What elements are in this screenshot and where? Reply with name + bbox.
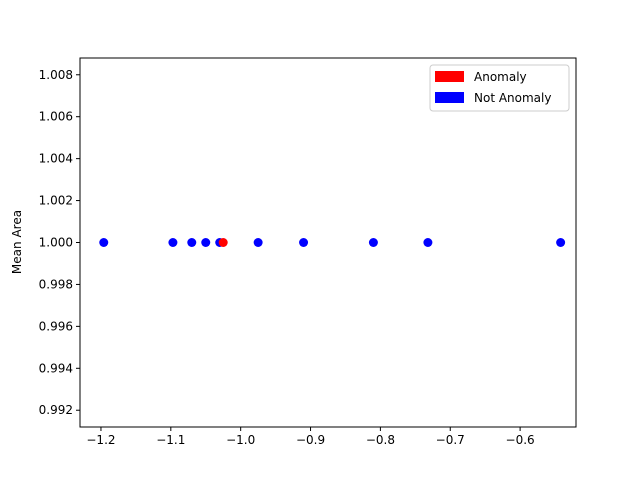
- legend-box: [429, 64, 570, 112]
- y-tick-label: 0.992: [39, 403, 73, 417]
- not-anomaly-point: [168, 238, 178, 247]
- x-tick-label: −0.7: [436, 433, 465, 447]
- y-axis: 0.992 0.994 0.996 0.998 1.000 1.002 1.004 1.006…: [39, 68, 80, 417]
- not-anomaly-point: [253, 238, 263, 247]
- not-anomaly-point: [201, 238, 211, 247]
- not-anomaly-point: [423, 238, 433, 247]
- y-tick-label: 0.996: [39, 319, 73, 333]
- legend-swatch-not-anomaly: [435, 92, 464, 103]
- legend-swatch-anomaly: [435, 71, 464, 82]
- not-anomaly-point: [99, 238, 109, 247]
- x-tick-label: −1.1: [156, 433, 185, 447]
- anomaly-point: [218, 238, 228, 247]
- not-anomaly-point: [299, 238, 309, 247]
- x-tick-label: −0.9: [296, 433, 325, 447]
- y-axis-label: Mean Area: [10, 210, 24, 274]
- not-anomaly-point: [556, 238, 566, 247]
- y-tick-label: 1.004: [39, 152, 73, 166]
- y-tick-label: 1.002: [39, 194, 73, 208]
- x-tick-label: −1.0: [226, 433, 255, 447]
- legend-label-not-anomaly: Not Anomaly: [474, 91, 551, 105]
- y-tick-label: 1.008: [39, 68, 73, 82]
- not-anomaly-point: [368, 238, 378, 247]
- y-tick-label: 0.998: [39, 277, 73, 291]
- y-tick-label: 1.000: [39, 236, 73, 250]
- x-tick-label: −0.8: [366, 433, 395, 447]
- x-axis: −1.2 −1.1 −1.0 −0.9 −0.8 −0.7 −0.6: [86, 427, 535, 447]
- y-tick-label: 0.994: [39, 361, 73, 375]
- legend-label-anomaly: Anomaly: [474, 70, 527, 84]
- x-tick-label: −0.6: [506, 433, 535, 447]
- x-tick-label: −1.2: [86, 433, 115, 447]
- legend: Anomaly Not Anomaly: [429, 64, 570, 112]
- not-anomaly-point: [187, 238, 197, 247]
- y-tick-label: 1.006: [39, 110, 73, 124]
